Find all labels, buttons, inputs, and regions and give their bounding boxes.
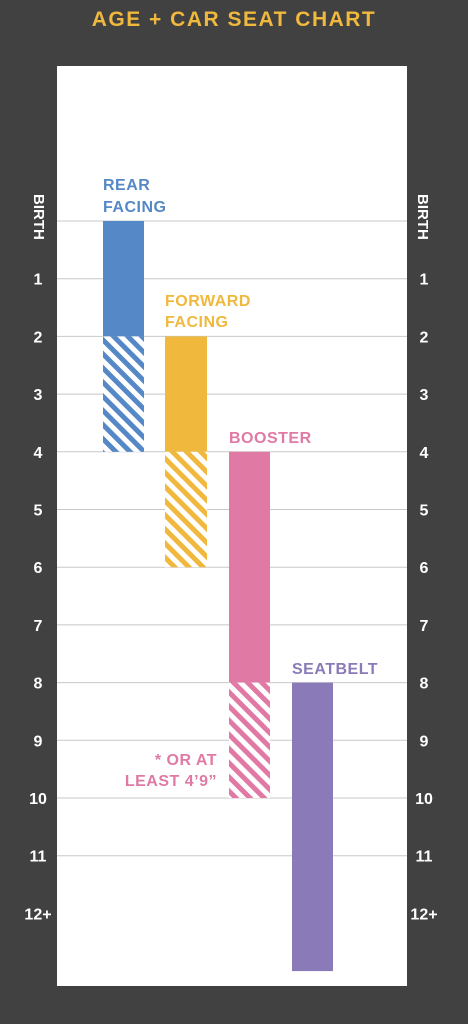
y-tick-label-left: 2	[34, 329, 43, 346]
y-tick-label-left: 9	[34, 733, 43, 750]
y-tick-label-left: 1	[34, 272, 43, 289]
booster-bar-hatched	[229, 682, 270, 798]
forward-facing-label: FACING	[165, 314, 228, 331]
y-tick-label-right: 6	[420, 560, 429, 577]
y-tick-label-left: 11	[30, 849, 47, 866]
forward-facing-bar-solid	[165, 336, 207, 452]
y-tick-label-left: 5	[34, 503, 43, 520]
y-tick-label-right: 5	[420, 503, 429, 520]
rear-facing-bar-solid	[103, 221, 144, 337]
y-tick-label-right: 8	[420, 676, 429, 693]
forward-facing-label: FORWARD	[165, 293, 251, 310]
booster-bar-solid	[229, 451, 270, 683]
y-tick-label-left: 8	[34, 676, 43, 693]
y-tick-label-right: 2	[420, 329, 429, 346]
rear-facing-label: FACING	[103, 199, 166, 216]
seatbelt-label: SEATBELT	[292, 661, 378, 678]
chart-title: AGE + CAR SEAT CHART	[91, 8, 377, 31]
y-tick-label-right: 4	[420, 445, 429, 462]
y-tick-label-left: 3	[34, 387, 43, 404]
booster-label: BOOSTER	[229, 430, 312, 447]
y-tick-label-right: BIRTH	[414, 194, 431, 240]
y-tick-label-right: 7	[420, 618, 429, 635]
y-tick-label-right: 3	[420, 387, 429, 404]
y-tick-label-right: 9	[420, 733, 429, 750]
y-tick-label-right: 12+	[410, 906, 437, 923]
y-tick-label-right: 10	[415, 791, 433, 808]
y-tick-label-left: 10	[29, 791, 47, 808]
y-tick-label-left: 6	[34, 560, 43, 577]
y-tick-label-left: BIRTH	[30, 194, 47, 240]
y-tick-label-right: 1	[420, 272, 429, 289]
booster-footnote: LEAST 4’9”	[125, 773, 217, 790]
seatbelt-bar-solid	[292, 682, 333, 972]
forward-facing-bar-hatched	[165, 451, 207, 568]
booster-footnote: * OR AT	[155, 752, 217, 769]
y-tick-label-right: 11	[416, 849, 433, 866]
y-tick-label-left: 7	[34, 618, 43, 635]
y-tick-label-left: 12+	[24, 906, 51, 923]
rear-facing-label: REAR	[103, 177, 150, 194]
rear-facing-bar-hatched	[103, 336, 144, 452]
y-tick-label-left: 4	[34, 445, 43, 462]
